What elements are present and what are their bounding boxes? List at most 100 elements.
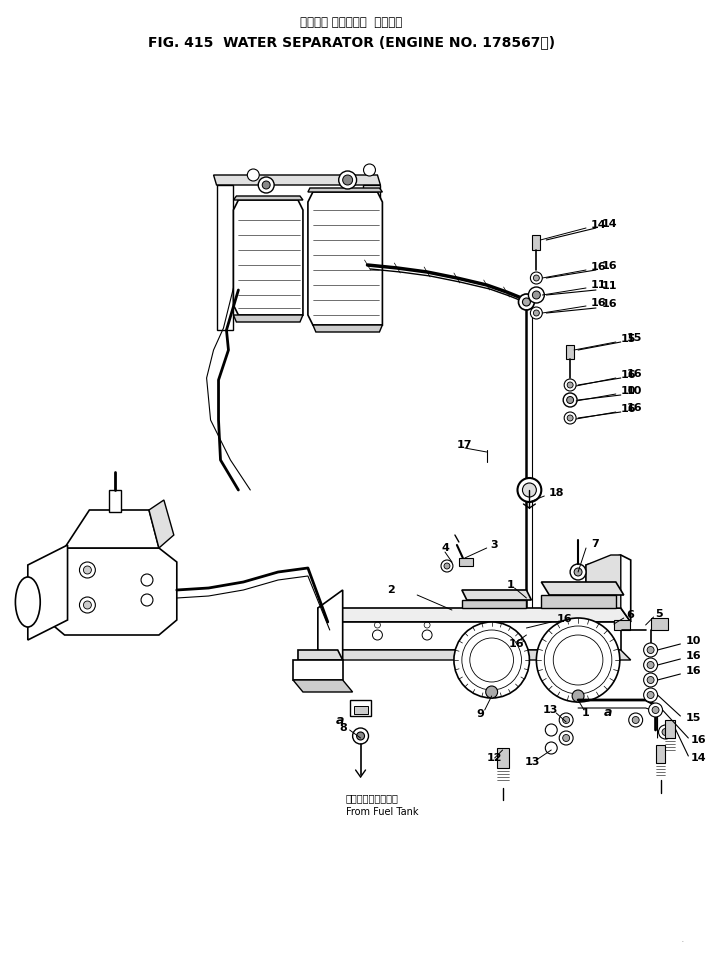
Circle shape (559, 731, 573, 745)
Circle shape (454, 622, 530, 698)
Circle shape (79, 597, 95, 613)
Circle shape (518, 294, 535, 310)
Bar (496, 748, 508, 768)
Polygon shape (233, 196, 303, 200)
Text: 15: 15 (686, 713, 700, 723)
Text: 16: 16 (602, 299, 618, 309)
Text: a: a (336, 713, 344, 727)
Circle shape (566, 397, 574, 404)
Circle shape (545, 724, 557, 736)
Polygon shape (216, 185, 233, 330)
Bar (350, 700, 372, 716)
Text: 12: 12 (486, 753, 502, 763)
Circle shape (444, 563, 450, 569)
Polygon shape (149, 500, 174, 548)
Circle shape (364, 164, 376, 176)
Circle shape (141, 594, 153, 606)
Text: 7: 7 (591, 539, 598, 549)
Text: 16: 16 (627, 369, 642, 379)
Polygon shape (308, 188, 382, 192)
Polygon shape (308, 192, 382, 325)
Circle shape (647, 676, 654, 683)
Circle shape (471, 630, 481, 640)
Circle shape (644, 673, 657, 687)
Text: フュエルタンクから: フュエルタンクから (346, 793, 398, 803)
Circle shape (258, 177, 274, 193)
Circle shape (644, 643, 657, 657)
Text: 14: 14 (591, 220, 607, 230)
Polygon shape (28, 545, 67, 640)
Polygon shape (542, 595, 616, 608)
Circle shape (523, 483, 537, 497)
Polygon shape (318, 622, 621, 650)
Text: 16: 16 (591, 298, 607, 308)
Text: 15: 15 (627, 333, 642, 343)
Text: 16: 16 (591, 262, 607, 272)
Circle shape (247, 169, 259, 181)
Circle shape (523, 298, 530, 306)
Text: 16: 16 (686, 666, 701, 676)
Polygon shape (213, 175, 381, 185)
Text: 14: 14 (602, 219, 618, 229)
Text: ウォータ セパレータ  適用号機: ウォータ セパレータ 適用号機 (301, 16, 403, 28)
Circle shape (352, 728, 369, 744)
Text: From Fuel Tank: From Fuel Tank (346, 807, 418, 817)
Circle shape (530, 307, 542, 319)
Circle shape (662, 729, 669, 736)
Text: 16: 16 (557, 614, 572, 624)
Text: 3: 3 (491, 540, 498, 550)
Circle shape (563, 393, 577, 407)
Circle shape (342, 175, 352, 185)
Circle shape (339, 171, 357, 189)
Circle shape (652, 706, 659, 713)
Circle shape (649, 703, 662, 717)
Circle shape (563, 716, 569, 724)
Circle shape (533, 275, 540, 281)
Polygon shape (318, 608, 631, 622)
Circle shape (533, 310, 540, 316)
Circle shape (520, 613, 533, 627)
Polygon shape (293, 680, 352, 692)
Circle shape (486, 686, 498, 698)
Text: 16: 16 (627, 403, 642, 413)
Text: 10: 10 (627, 386, 642, 396)
Bar (614, 620, 630, 630)
Circle shape (545, 742, 557, 754)
Bar (109, 490, 121, 512)
Polygon shape (462, 590, 532, 600)
Circle shape (532, 291, 540, 299)
Polygon shape (293, 660, 342, 680)
Text: 5: 5 (656, 609, 663, 619)
Text: 11: 11 (591, 280, 606, 290)
Text: 10: 10 (621, 386, 636, 396)
Polygon shape (586, 555, 631, 622)
Circle shape (644, 658, 657, 672)
Text: 16: 16 (508, 639, 524, 649)
Text: 10: 10 (686, 636, 700, 646)
Circle shape (141, 574, 153, 586)
Text: 17: 17 (457, 440, 472, 450)
Polygon shape (298, 650, 342, 660)
Circle shape (530, 272, 542, 284)
Bar (666, 720, 676, 738)
Text: 13: 13 (525, 757, 540, 767)
Polygon shape (318, 650, 631, 660)
Polygon shape (233, 315, 303, 322)
Polygon shape (318, 590, 342, 660)
Circle shape (262, 181, 270, 189)
Circle shape (520, 628, 533, 642)
Circle shape (574, 568, 582, 576)
Circle shape (422, 630, 432, 640)
Circle shape (537, 618, 620, 702)
Text: 16: 16 (602, 261, 618, 271)
Text: a: a (604, 705, 613, 718)
Text: 1: 1 (506, 580, 514, 590)
Circle shape (523, 631, 530, 639)
Text: 6: 6 (626, 610, 634, 620)
Text: 9: 9 (476, 709, 485, 719)
Bar (459, 558, 473, 566)
Circle shape (528, 287, 545, 303)
Text: 8: 8 (340, 723, 347, 733)
Polygon shape (233, 200, 303, 315)
Text: 1: 1 (582, 708, 590, 718)
